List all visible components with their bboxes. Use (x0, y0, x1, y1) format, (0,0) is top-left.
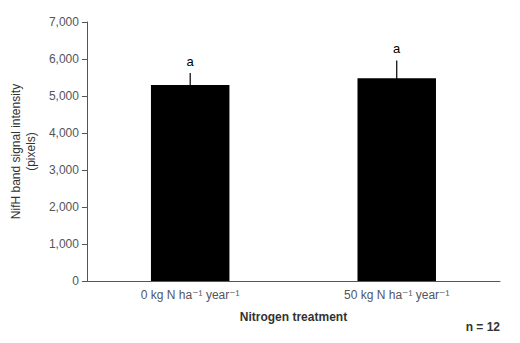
svg-text:50 kg N ha⁻¹ year⁻¹: 50 kg N ha⁻¹ year⁻¹ (344, 288, 449, 302)
svg-text:a: a (187, 54, 195, 69)
svg-text:7,000: 7,000 (49, 15, 79, 29)
svg-text:3,000: 3,000 (49, 163, 79, 177)
svg-text:Nitrogen treatment: Nitrogen treatment (240, 310, 347, 324)
svg-text:1,000: 1,000 (49, 237, 79, 251)
svg-text:NifH band signal intensity: NifH band signal intensity (9, 84, 23, 219)
svg-text:0 kg N ha⁻¹ year⁻¹: 0 kg N ha⁻¹ year⁻¹ (141, 288, 240, 302)
svg-text:5,000: 5,000 (49, 89, 79, 103)
svg-text:4,000: 4,000 (49, 126, 79, 140)
svg-text:6,000: 6,000 (49, 52, 79, 66)
svg-text:2,000: 2,000 (49, 200, 79, 214)
svg-text:0: 0 (72, 274, 79, 288)
svg-text:a: a (393, 41, 401, 56)
svg-text:n = 12: n = 12 (466, 320, 501, 334)
svg-text:(pixels): (pixels) (24, 132, 38, 171)
